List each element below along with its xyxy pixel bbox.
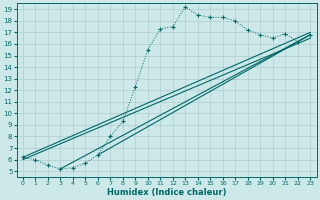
X-axis label: Humidex (Indice chaleur): Humidex (Indice chaleur): [107, 188, 226, 197]
